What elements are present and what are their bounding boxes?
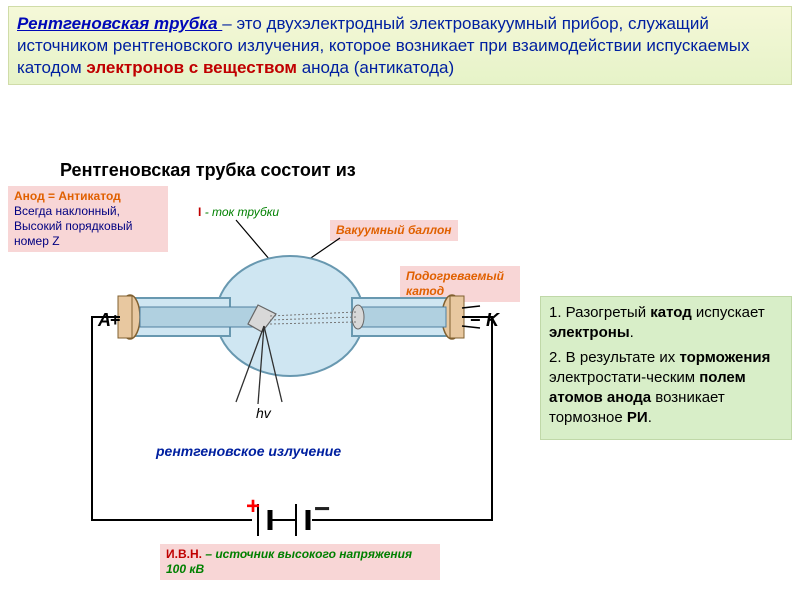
anode-title: Анод = Антикатод bbox=[14, 189, 121, 203]
ivn-abbr: И.В.Н. bbox=[166, 547, 202, 561]
process-box: 1. Разогретый катод испускает электроны.… bbox=[540, 296, 792, 440]
current-label: I - ток трубки bbox=[192, 202, 285, 223]
minus-icon: − bbox=[314, 493, 330, 524]
plus-icon: + bbox=[246, 493, 260, 520]
process-item-2: 2. В результате их торможения электроста… bbox=[549, 348, 783, 429]
process-item-1: 1. Разогретый катод испускает электроны. bbox=[549, 303, 783, 344]
svg-text:−: − bbox=[470, 310, 481, 330]
anode-terminal-label: A bbox=[97, 310, 111, 330]
definition-text-2: анода (антикатода) bbox=[297, 58, 454, 77]
definition-highlight: электронов с веществом bbox=[86, 58, 297, 77]
anode-desc: Всегда наклонный, Высокий порядковый ном… bbox=[14, 204, 132, 248]
subtitle: Рентгеновская трубка состоит из bbox=[60, 160, 356, 181]
cathode-label: Подогреваемый катод bbox=[400, 266, 520, 302]
svg-text:+: + bbox=[110, 310, 121, 330]
current-symbol: I bbox=[198, 205, 201, 219]
definition-box: Рентгеновская трубка – это двухэлектродн… bbox=[8, 6, 792, 85]
term: Рентгеновская трубка bbox=[17, 14, 222, 33]
cathode-terminal-label: K bbox=[486, 310, 501, 330]
current-desc: - ток трубки bbox=[205, 205, 279, 219]
xray-label: рентгеновское излучение bbox=[150, 440, 347, 464]
ivn-label-box: И.В.Н. – источник высокого напряжения 10… bbox=[160, 544, 440, 580]
hv-label: hv bbox=[256, 405, 272, 421]
ivn-desc: – источник высокого напряжения 100 кВ bbox=[166, 547, 412, 576]
balloon-label: Вакуумный баллон bbox=[330, 220, 458, 241]
anode-label-box: Анод = Антикатод Всегда наклонный, Высок… bbox=[8, 186, 168, 252]
